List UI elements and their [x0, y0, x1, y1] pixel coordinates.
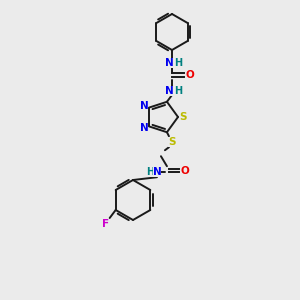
Text: S: S — [179, 112, 187, 122]
Text: H: H — [174, 86, 182, 96]
Text: H: H — [174, 58, 182, 68]
Text: O: O — [181, 166, 189, 176]
Text: N: N — [140, 123, 148, 134]
Text: O: O — [186, 70, 194, 80]
Text: S: S — [168, 137, 176, 147]
Text: N: N — [165, 58, 173, 68]
Text: F: F — [102, 219, 109, 229]
Text: N: N — [153, 167, 161, 177]
Text: N: N — [140, 100, 148, 111]
Text: N: N — [165, 86, 173, 96]
Text: H: H — [146, 167, 154, 177]
